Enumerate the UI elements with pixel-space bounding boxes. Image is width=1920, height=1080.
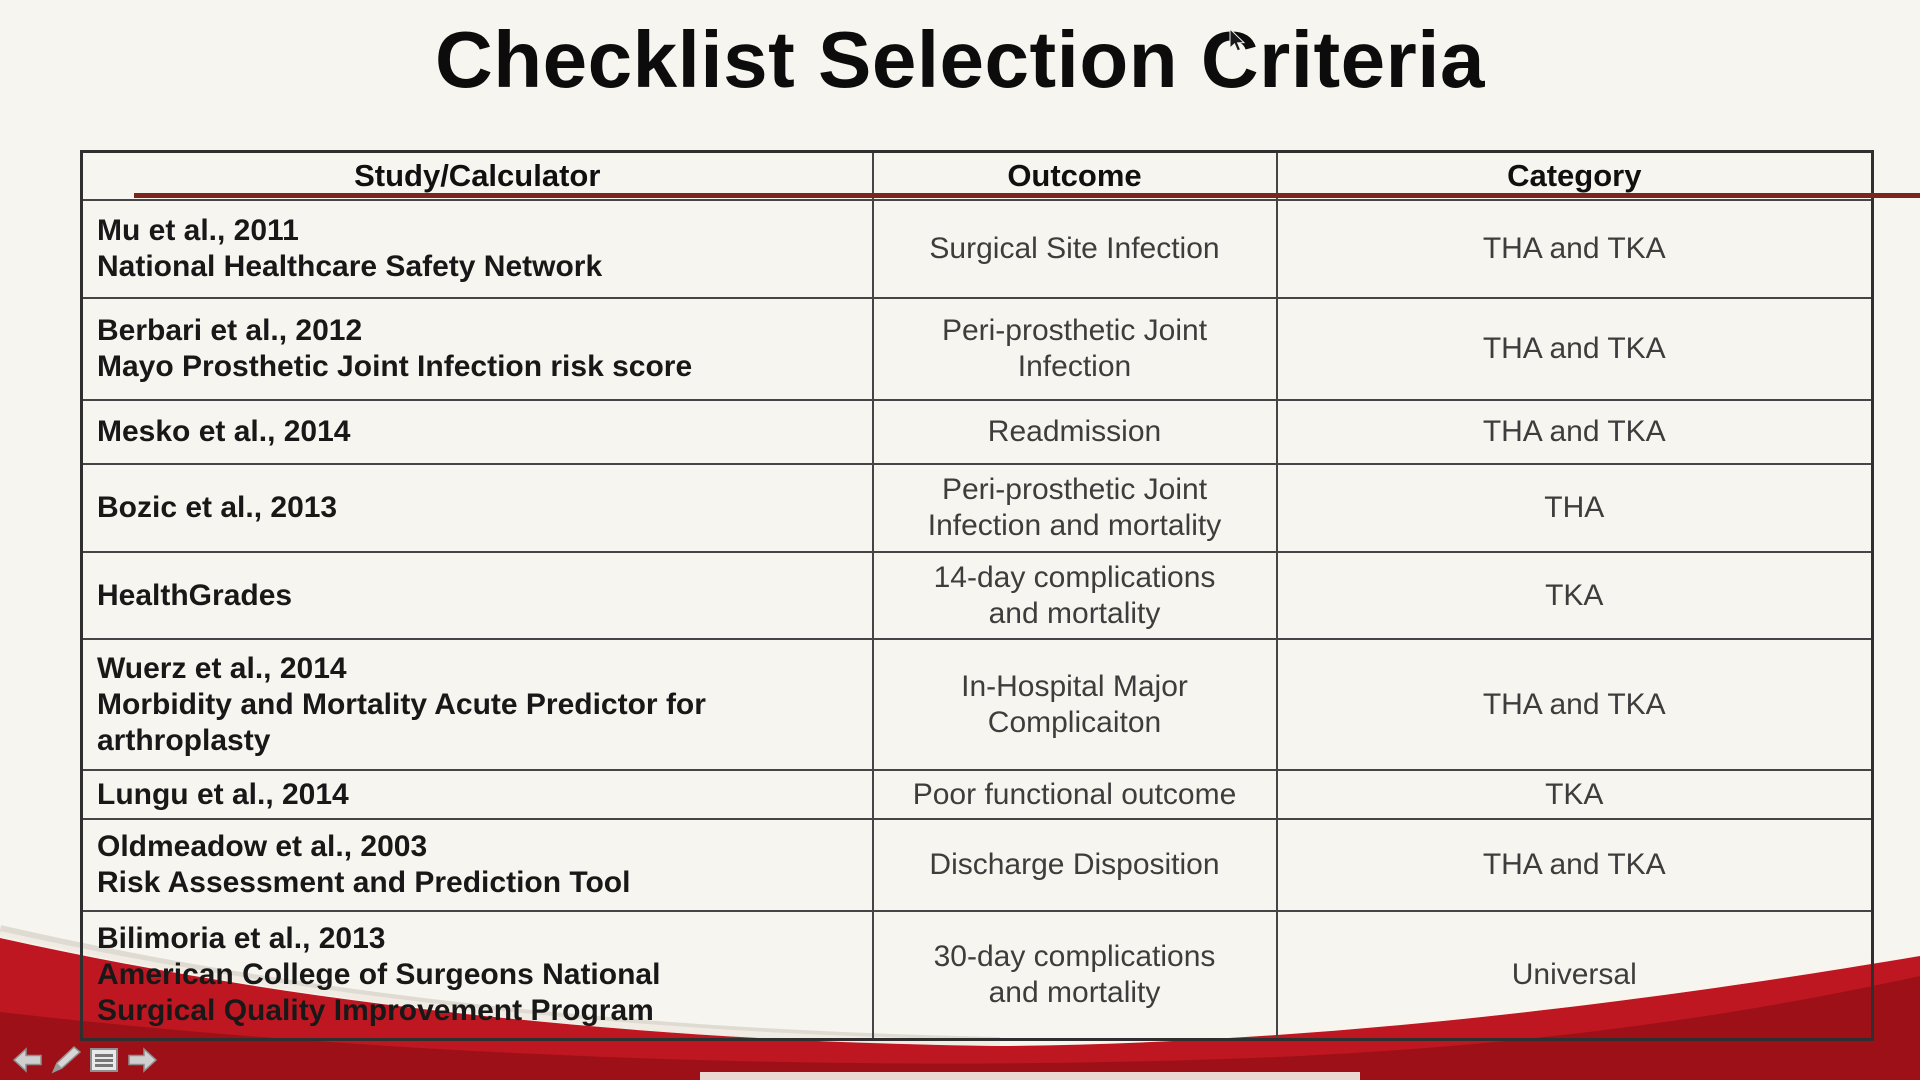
outcome-cell: 14-day complications and mortality bbox=[871, 551, 1278, 640]
study-cell: Berbari et al., 2012 Mayo Prosthetic Joi… bbox=[80, 297, 874, 401]
study-cell: Bozic et al., 2013 bbox=[80, 463, 874, 553]
study-cell: Wuerz et al., 2014 Morbidity and Mortali… bbox=[80, 638, 874, 771]
next-slide-button[interactable] bbox=[126, 1046, 158, 1074]
category-cell: THA and TKA bbox=[1275, 199, 1874, 299]
study-cell: HealthGrades bbox=[80, 551, 874, 640]
column-header-category: Category bbox=[1275, 150, 1874, 201]
outcome-cell: Peri-prosthetic Joint Infection bbox=[871, 297, 1278, 401]
next-arrow-icon bbox=[128, 1047, 158, 1073]
table-row: Mesko et al., 2014 Readmission THA and T… bbox=[80, 399, 1874, 465]
table-row: Bilimoria et al., 2013 American College … bbox=[80, 910, 1874, 1040]
criteria-table: Study/Calculator Outcome Category Mu et … bbox=[80, 150, 1874, 1041]
table-row: Wuerz et al., 2014 Morbidity and Mortali… bbox=[80, 638, 1874, 771]
outcome-cell: 30-day complications and mortality bbox=[871, 910, 1278, 1040]
table-row: Lungu et al., 2014 Poor functional outco… bbox=[80, 769, 1874, 820]
category-cell: THA bbox=[1275, 463, 1874, 553]
slide-menu-button[interactable] bbox=[88, 1046, 120, 1074]
outcome-cell: Surgical Site Infection bbox=[871, 199, 1278, 299]
study-cell: Mesko et al., 2014 bbox=[80, 399, 874, 465]
slide-title: Checklist Selection Criteria bbox=[435, 15, 1485, 104]
slide-menu-icon bbox=[90, 1048, 118, 1072]
outcome-cell: Poor functional outcome bbox=[871, 769, 1278, 820]
category-cell: THA and TKA bbox=[1275, 297, 1874, 401]
table-row: HealthGrades 14-day complications and mo… bbox=[80, 551, 1874, 640]
table-row: Oldmeadow et al., 2003 Risk Assessment a… bbox=[80, 818, 1874, 912]
prev-arrow-icon bbox=[12, 1047, 42, 1073]
mouse-cursor bbox=[1229, 28, 1246, 52]
outcome-cell: Discharge Disposition bbox=[871, 818, 1278, 912]
table-row: Mu et al., 2011 National Healthcare Safe… bbox=[80, 199, 1874, 299]
table-header-row: Study/Calculator Outcome Category bbox=[80, 150, 1874, 201]
header-accent-line bbox=[134, 193, 1920, 198]
outcome-cell: Readmission bbox=[871, 399, 1278, 465]
outcome-cell: In-Hospital Major Complicaiton bbox=[871, 638, 1278, 771]
category-cell: TKA bbox=[1275, 769, 1874, 820]
pen-tool-button[interactable] bbox=[50, 1045, 82, 1074]
study-cell: Oldmeadow et al., 2003 Risk Assessment a… bbox=[80, 818, 874, 912]
category-cell: Universal bbox=[1275, 910, 1874, 1040]
pen-icon bbox=[51, 1045, 82, 1074]
presenter-toolbar bbox=[12, 1045, 158, 1074]
study-cell: Mu et al., 2011 National Healthcare Safe… bbox=[80, 199, 874, 299]
column-header-outcome: Outcome bbox=[871, 150, 1278, 201]
category-cell: THA and TKA bbox=[1275, 638, 1874, 771]
category-cell: THA and TKA bbox=[1275, 399, 1874, 465]
category-cell: THA and TKA bbox=[1275, 818, 1874, 912]
column-header-study: Study/Calculator bbox=[80, 150, 874, 201]
table-row: Berbari et al., 2012 Mayo Prosthetic Joi… bbox=[80, 297, 1874, 401]
table-row: Bozic et al., 2013 Peri-prosthetic Joint… bbox=[80, 463, 1874, 553]
study-cell: Bilimoria et al., 2013 American College … bbox=[80, 910, 874, 1040]
outcome-cell: Peri-prosthetic Joint Infection and mort… bbox=[871, 463, 1278, 553]
category-cell: TKA bbox=[1275, 551, 1874, 640]
prev-slide-button[interactable] bbox=[12, 1046, 44, 1074]
study-cell: Lungu et al., 2014 bbox=[80, 769, 874, 820]
